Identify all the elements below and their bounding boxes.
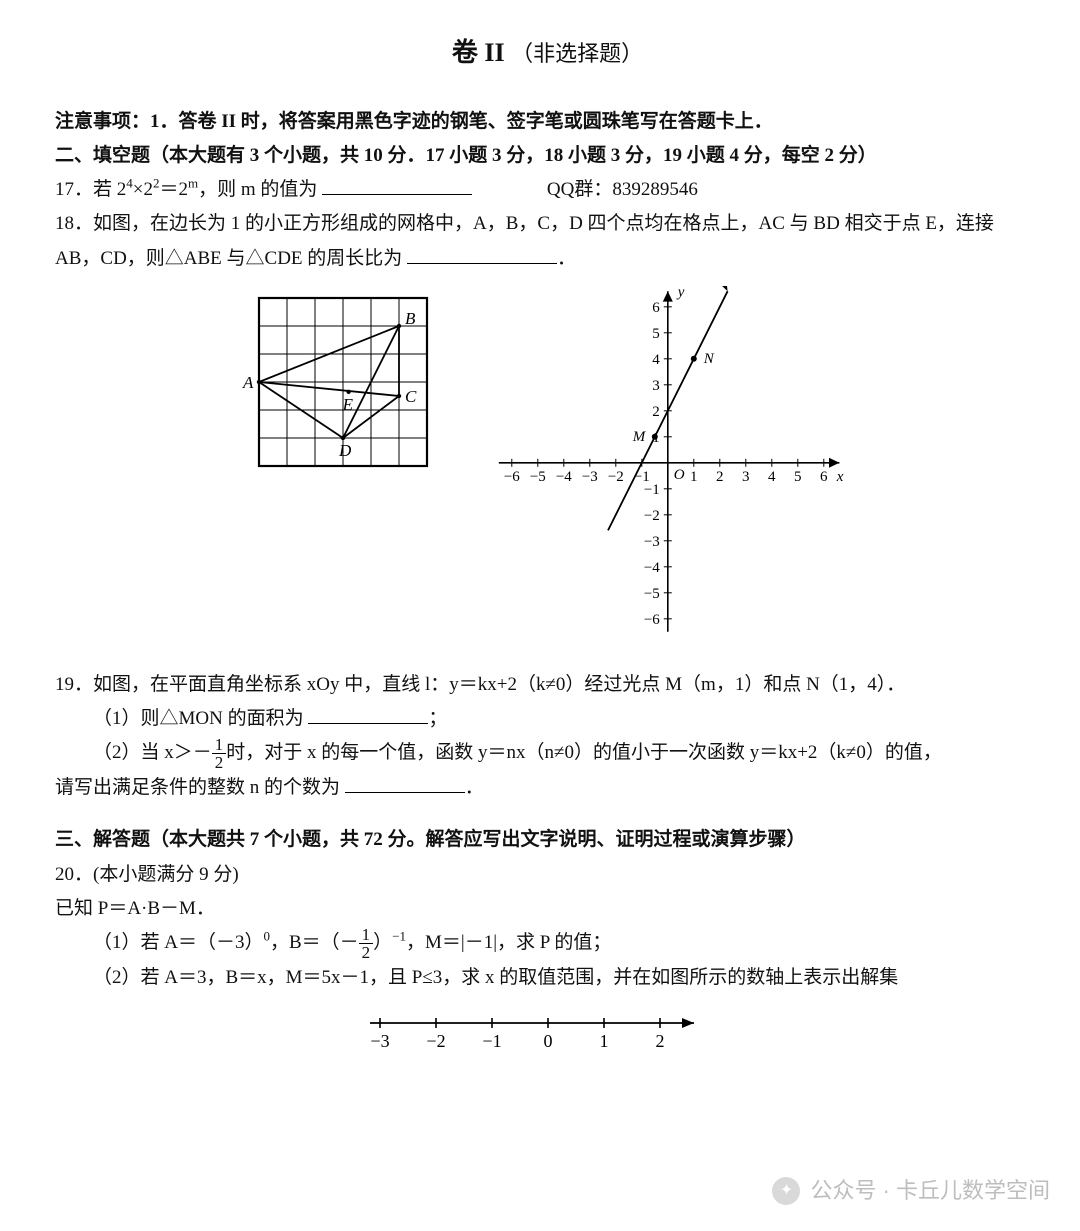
title-sub: （非选择题） (511, 41, 643, 66)
svg-text:B: B (405, 309, 416, 328)
svg-text:−4: −4 (555, 469, 571, 485)
svg-text:4: 4 (768, 469, 776, 485)
q19-sub2-b: 请写出满足条件的整数 n 的个数为 ． (55, 771, 1040, 805)
svg-text:−3: −3 (581, 469, 597, 485)
svg-text:−6: −6 (503, 469, 519, 485)
q20-1c-exp: −1 (392, 929, 406, 944)
q20-given: 已知 P＝A·B－M． (55, 892, 1040, 926)
title-main: 卷 II (452, 38, 505, 67)
q20-1b: ，B＝（－ (270, 932, 359, 953)
number-line-wrap: −3 −2 −1 0 1 2 (55, 1001, 1040, 1068)
q19-sub2-d: ． (465, 777, 484, 798)
svg-text:−3: −3 (370, 1031, 389, 1051)
grid-figure: A B C D E (241, 286, 451, 490)
svg-text:−1: −1 (643, 482, 659, 498)
q20-head: 20．(本小题满分 9 分) (55, 858, 1040, 892)
watermark: ✦ 公众号 · 卡丘儿数学空间 (772, 1171, 1050, 1211)
svg-text:6: 6 (820, 469, 828, 485)
q19-sub2-blank (345, 771, 465, 793)
figures-row: ABCDE −6−5−4−3−2−1123456−6−5−4−3−2−11234… (55, 286, 1040, 650)
svg-text:2: 2 (655, 1031, 664, 1051)
svg-text:D: D (338, 441, 352, 460)
svg-text:1: 1 (690, 469, 698, 485)
q19-sub2-mid: 时，对于 x 的每一个值，函数 y＝nx（n≠0）的值小于一次函数 y＝kx+2… (226, 742, 942, 763)
q18-blank (407, 242, 557, 264)
svg-text:E: E (341, 395, 353, 414)
q19-sub2-a: （2）当 x＞－12时，对于 x 的每一个值，函数 y＝nx（n≠0）的值小于一… (55, 736, 1040, 771)
watermark-text: 公众号 · 卡丘儿数学空间 (810, 1171, 1050, 1211)
q20-1a: （1）若 A＝（－3） (93, 932, 263, 953)
svg-text:M: M (631, 429, 646, 445)
q19-line1: 19．如图，在平面直角坐标系 xOy 中，直线 l：y＝kx+2（k≠0）经过光… (55, 668, 1040, 702)
q18: 18．如图，在边长为 1 的小正方形组成的网格中，A，B，C，D 四个点均在格点… (55, 207, 1040, 275)
number-line-figure: −3 −2 −1 0 1 2 (350, 1001, 746, 1056)
q20-1d: ，M＝|－1|，求 P 的值； (406, 932, 611, 953)
q19-sub1: （1）则△MON 的面积为 ； (55, 702, 1040, 736)
fraction-half-2: 12 (359, 926, 374, 961)
q20-sub1: （1）若 A＝（－3）0，B＝（－12）−1，M＝|－1|，求 P 的值； (55, 926, 1040, 961)
q17-pre: 17．若 2 (55, 179, 126, 200)
qq-label: QQ群：839289546 (547, 173, 698, 207)
svg-text:−1: −1 (482, 1031, 501, 1051)
q19-sub1-pre: （1）则△MON 的面积为 (93, 708, 304, 729)
svg-text:−4: −4 (643, 560, 659, 576)
svg-text:0: 0 (543, 1031, 552, 1051)
q17-post: ，则 m 的值为 (198, 179, 317, 200)
q17-mid1: ×2 (133, 179, 153, 200)
svg-text:−5: −5 (529, 469, 545, 485)
q17-exp3: m (188, 176, 198, 191)
section2-heading: 二、填空题（本大题有 3 个小题，共 10 分．17 小题 3 分，18 小题 … (55, 139, 1040, 173)
q19-sub1-blank (308, 702, 428, 724)
coordinate-figure: −6−5−4−3−2−1123456−6−5−4−3−2−1123456OxyM… (491, 286, 855, 650)
section-title: 卷 II （非选择题） (55, 30, 1040, 77)
svg-text:C: C (405, 387, 417, 406)
q19-sub2-pre: （2）当 x＞－ (93, 742, 212, 763)
svg-text:1: 1 (599, 1031, 608, 1051)
svg-text:5: 5 (652, 326, 660, 342)
q17-blank (322, 173, 472, 195)
fraction-half-1: 12 (212, 736, 227, 771)
svg-text:3: 3 (742, 469, 750, 485)
svg-text:3: 3 (652, 378, 660, 394)
svg-text:6: 6 (652, 300, 660, 316)
q17: 17．若 24×22＝2m，则 m 的值为 QQ群：839289546 (55, 173, 1040, 207)
svg-text:−2: −2 (643, 508, 659, 524)
q19-sub2-c: 请写出满足条件的整数 n 的个数为 (55, 777, 340, 798)
wechat-icon: ✦ (772, 1177, 800, 1205)
svg-text:2: 2 (652, 404, 660, 420)
svg-text:−3: −3 (643, 534, 659, 550)
svg-text:2: 2 (716, 469, 724, 485)
q19-sub1-post: ； (428, 708, 447, 729)
q18-period: ． (557, 248, 576, 269)
svg-text:y: y (675, 286, 684, 300)
svg-text:5: 5 (794, 469, 802, 485)
notice-line: 注意事项：1．答卷 II 时，将答案用黑色字迹的钢笔、签字笔或圆珠笔写在答题卡上… (55, 105, 1040, 139)
svg-text:−2: −2 (426, 1031, 445, 1051)
svg-text:N: N (702, 351, 714, 367)
svg-text:x: x (835, 469, 843, 485)
svg-text:A: A (242, 373, 254, 392)
section3-heading: 三、解答题（本大题共 7 个小题，共 72 分。解答应写出文字说明、证明过程或演… (55, 823, 1040, 857)
svg-text:−5: −5 (643, 586, 659, 602)
q20-1c: ） (373, 932, 392, 953)
svg-text:O: O (673, 467, 684, 483)
q20-sub2: （2）若 A＝3，B＝x，M＝5x－1，且 P≤3，求 x 的取值范围，并在如图… (55, 961, 1040, 995)
svg-text:−6: −6 (643, 612, 659, 628)
q17-mid2: ＝2 (159, 179, 188, 200)
svg-text:4: 4 (652, 352, 660, 368)
svg-text:−2: −2 (607, 469, 623, 485)
